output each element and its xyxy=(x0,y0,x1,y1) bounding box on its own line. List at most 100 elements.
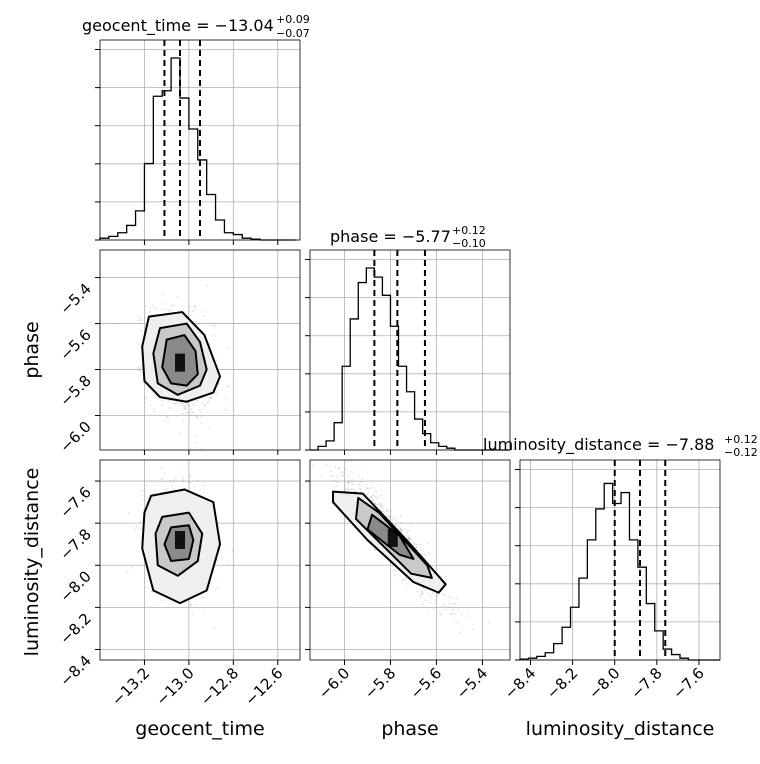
sample-point xyxy=(395,518,398,521)
sample-point xyxy=(165,416,168,418)
sample-point xyxy=(408,529,411,532)
sample-point xyxy=(423,587,425,590)
sample-point xyxy=(144,305,147,308)
sample-point xyxy=(330,469,332,472)
sample-point xyxy=(181,480,184,483)
sample-point xyxy=(400,521,402,524)
sample-point xyxy=(404,579,406,582)
sample-point xyxy=(334,465,337,468)
sample-point xyxy=(138,319,141,322)
sample-point xyxy=(185,408,188,411)
sample-point xyxy=(400,529,403,532)
title-luminosity-distance: luminosity_distance = −7.88 +0.12 −0.12 xyxy=(483,433,758,459)
sample-point xyxy=(149,307,152,310)
sample-point xyxy=(193,305,196,308)
sample-point xyxy=(444,575,447,578)
contour-line xyxy=(152,322,208,396)
sample-point xyxy=(141,490,144,492)
sample-point xyxy=(189,481,192,484)
sample-point xyxy=(405,529,408,531)
sample-point xyxy=(351,471,354,474)
sample-point xyxy=(192,403,194,405)
sample-point xyxy=(395,524,397,526)
sample-point xyxy=(359,481,362,483)
sample-point xyxy=(419,595,422,598)
sample-point xyxy=(380,504,383,507)
sample-point xyxy=(379,504,382,507)
sample-point xyxy=(370,497,372,500)
sample-point xyxy=(440,575,443,578)
sample-point xyxy=(442,608,444,611)
sample-point xyxy=(421,592,424,595)
sample-point xyxy=(366,487,369,489)
sample-point xyxy=(420,593,423,596)
panel-frame xyxy=(99,459,301,661)
sample-point xyxy=(380,507,383,510)
sample-point xyxy=(171,458,173,460)
xlabel-geocent-time: geocent_time xyxy=(135,718,264,740)
sample-point xyxy=(193,404,195,407)
sample-point xyxy=(196,399,199,402)
sample-point xyxy=(231,549,234,552)
ylabel-phase: phase xyxy=(21,321,43,378)
sample-point xyxy=(380,509,382,512)
sample-point xyxy=(139,316,142,319)
sample-point xyxy=(460,627,463,630)
sample-point xyxy=(426,609,429,612)
sample-point xyxy=(137,315,139,318)
sample-point xyxy=(181,412,184,415)
sample-point xyxy=(307,432,309,434)
sample-point xyxy=(162,293,164,295)
sample-point xyxy=(191,310,194,313)
sample-point xyxy=(454,602,457,605)
sample-point xyxy=(166,416,169,419)
sample-point xyxy=(385,508,387,511)
sample-point xyxy=(177,295,179,298)
contour-line xyxy=(163,524,195,563)
sample-point xyxy=(415,546,418,549)
sample-point xyxy=(216,558,219,561)
sample-point xyxy=(341,474,344,476)
sample-point xyxy=(150,404,153,407)
sample-point xyxy=(182,478,185,481)
sample-point xyxy=(399,529,402,532)
sample-point xyxy=(139,520,142,523)
sample-point xyxy=(420,590,423,593)
sample-point xyxy=(182,402,184,405)
sample-point xyxy=(368,487,371,490)
sample-point xyxy=(398,526,401,528)
sample-point xyxy=(347,482,350,485)
sample-point xyxy=(172,402,175,405)
sample-point xyxy=(167,420,170,423)
sample-point xyxy=(423,553,426,556)
sample-point xyxy=(202,407,204,410)
panel-content xyxy=(126,465,234,629)
sample-point xyxy=(382,506,384,509)
sample-point xyxy=(361,468,364,471)
sample-point xyxy=(173,488,176,491)
x-tick-label: −5.4 xyxy=(453,664,491,702)
contour-line xyxy=(141,488,221,605)
sample-point xyxy=(422,587,425,589)
x-tick-label: −7.8 xyxy=(627,664,665,702)
sample-point xyxy=(468,611,470,614)
sample-point xyxy=(140,494,143,497)
sample-point xyxy=(208,396,211,399)
sample-point xyxy=(386,510,389,513)
density-peak xyxy=(175,353,185,372)
sample-point xyxy=(191,612,194,615)
x-tick-label: −13.0 xyxy=(152,664,197,709)
sample-point xyxy=(187,404,190,407)
sample-point xyxy=(138,367,140,370)
sample-point xyxy=(346,474,349,477)
sample-point xyxy=(390,510,393,513)
sample-point xyxy=(180,465,183,468)
sample-point xyxy=(374,495,377,498)
panel-frame xyxy=(309,459,511,661)
sample-point xyxy=(389,515,392,518)
sample-point xyxy=(136,527,138,529)
sample-point xyxy=(365,487,368,490)
sample-point xyxy=(391,520,393,523)
sample-point xyxy=(185,412,188,415)
sample-point xyxy=(224,398,227,401)
